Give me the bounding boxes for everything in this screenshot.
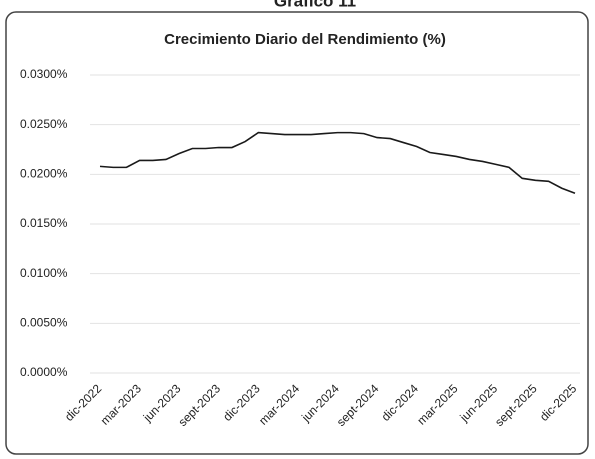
chart-frame — [5, 11, 589, 455]
y-tick-label: 0.0100% — [20, 266, 68, 280]
y-tick-label: 0.0300% — [20, 67, 68, 81]
y-tick-label: 0.0050% — [20, 316, 68, 330]
y-tick-label: 0.0200% — [20, 167, 68, 181]
y-tick-label: 0.0000% — [20, 365, 68, 379]
x-tick-label: dic-2025 — [537, 381, 580, 424]
figure-title: Gráfico 11 — [274, 0, 356, 10]
series-line — [99, 131, 576, 194]
chart-title: Crecimiento Diario del Rendimiento (%) — [164, 31, 446, 48]
x-tick-label: sept-2024 — [334, 381, 382, 429]
y-tick-label: 0.0250% — [20, 117, 68, 131]
x-tick-label: sept-2023 — [175, 381, 223, 429]
x-tick-label: mar-2025 — [414, 381, 460, 427]
x-tick-label: sept-2025 — [492, 381, 540, 429]
x-tick-label: mar-2024 — [256, 381, 302, 427]
y-tick-label: 0.0150% — [20, 216, 68, 230]
x-tick-label: mar-2023 — [98, 381, 144, 427]
